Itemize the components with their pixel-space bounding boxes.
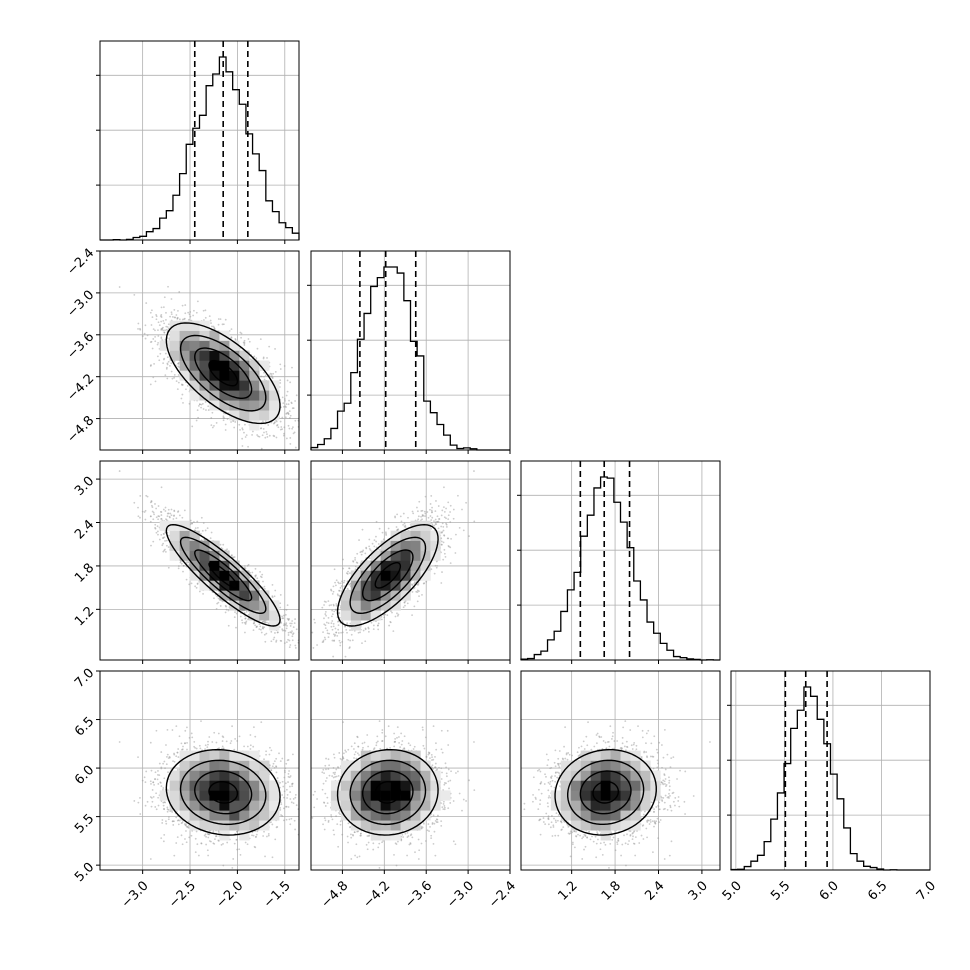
x-tick-label: −2.0 [214, 878, 247, 911]
contour-line [208, 359, 239, 387]
y-tick-label: 3.0 [72, 474, 97, 499]
y-tick-label: 2.4 [72, 517, 97, 542]
scatter-panel-3-2 [310, 460, 511, 664]
contour-line [592, 780, 620, 804]
y-tick-label: −3.0 [64, 288, 97, 321]
contour-line [349, 536, 427, 615]
contour-line [349, 759, 427, 826]
scatter-cloud [118, 470, 299, 649]
contour-line [194, 347, 253, 400]
histogram-step [100, 56, 300, 241]
contour-line [179, 536, 267, 615]
x-tick-label: −4.2 [360, 878, 393, 911]
x-tick-label: 6.0 [817, 878, 842, 903]
contour-line [179, 334, 267, 412]
scatter-cloud [311, 720, 476, 869]
contour-line [179, 759, 267, 826]
scatter-panel-4-2 [310, 670, 511, 874]
y-tick-label: 6.5 [72, 714, 97, 739]
panel-frame [99, 460, 300, 661]
contour-line [208, 780, 239, 804]
x-tick-label: −2.5 [166, 878, 199, 911]
contour-line [374, 780, 402, 804]
scatter-panel-4-3 [520, 670, 721, 874]
histogram-panel-2 [307, 250, 511, 454]
histogram-step [310, 266, 510, 451]
y-tick-label: 5.5 [72, 811, 97, 836]
scatter-panel-4-1 [96, 670, 300, 874]
scatter-panel-2-1 [96, 250, 300, 454]
x-tick-label: −4.8 [319, 878, 352, 911]
contour-line [361, 770, 414, 815]
y-tick-label: 7.0 [72, 666, 97, 691]
histogram-step [520, 476, 720, 661]
x-tick-label: 5.5 [768, 878, 793, 903]
contour-line [165, 523, 281, 627]
contour-line [336, 523, 439, 627]
panel-frame [99, 670, 300, 871]
histogram-panel-3 [517, 460, 721, 664]
contour-line [361, 549, 414, 602]
panel-frame [310, 670, 511, 871]
x-tick-label: −3.6 [402, 878, 435, 911]
x-tick-label: −3.0 [119, 878, 152, 911]
contour-line [165, 322, 281, 425]
x-tick-label: 2.4 [642, 878, 667, 903]
contour-line [567, 759, 645, 826]
panel-frame [310, 250, 511, 451]
y-tick-label: 1.8 [72, 561, 97, 586]
x-tick-label: 7.0 [914, 878, 939, 903]
panel-frame [520, 670, 721, 871]
x-tick-label: −1.5 [261, 878, 294, 911]
panel-frame [520, 460, 721, 661]
scatter-cloud [523, 720, 711, 869]
panel-frame [310, 460, 511, 661]
x-tick-label: 1.2 [555, 878, 580, 903]
histogram-panel-1 [96, 40, 300, 244]
contour-line [374, 561, 402, 589]
histogram-panel-4 [727, 670, 931, 871]
x-tick-label: −2.4 [486, 878, 519, 911]
contour-line [194, 549, 253, 602]
contour-line [194, 770, 253, 815]
scatter-cloud [118, 720, 299, 869]
x-tick-label: 1.8 [599, 878, 624, 903]
contour-line [554, 748, 657, 836]
y-tick-label: 1.2 [72, 604, 97, 629]
histogram-step [730, 686, 930, 871]
x-tick-label: 3.0 [686, 878, 711, 903]
contour-line [579, 770, 632, 815]
y-tick-label: −3.6 [64, 329, 97, 362]
scatter-cloud [311, 470, 476, 658]
y-tick-label: −4.2 [64, 371, 97, 404]
contour-line [208, 561, 239, 589]
panel-frame [99, 40, 300, 241]
x-tick-label: 5.0 [720, 878, 745, 903]
x-tick-label: 6.5 [865, 878, 890, 903]
panel-frame [99, 250, 300, 451]
y-tick-label: −2.4 [64, 246, 97, 279]
contour-line [165, 748, 281, 836]
y-tick-label: 6.0 [72, 763, 97, 788]
x-tick-label: −3.0 [444, 878, 477, 911]
y-tick-label: −4.8 [64, 413, 97, 446]
scatter-cloud [118, 285, 299, 450]
scatter-panel-3-1 [96, 460, 300, 664]
panel-frame [730, 670, 931, 871]
contour-line [336, 748, 439, 836]
y-tick-label: 5.0 [72, 860, 97, 885]
